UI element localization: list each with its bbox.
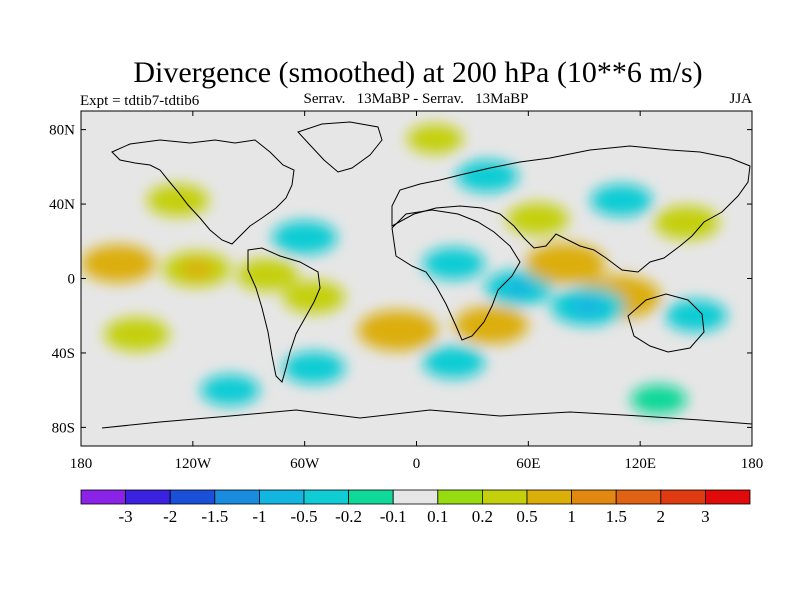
divergence-blob-17: [654, 205, 720, 240]
x-tick-label-2: 60W: [290, 456, 320, 472]
divergence-blob-3: [104, 317, 170, 352]
experiment-label: Expt = tdtib7-tdtib6: [80, 93, 200, 109]
colorbar-box-9: [481, 489, 528, 505]
colorbar-box-0: [80, 489, 126, 505]
divergence-blob-13: [506, 202, 569, 236]
y-tick-label-0: 80N: [49, 123, 75, 139]
x-tick-label-4: 60E: [516, 456, 540, 472]
colorbar-box-6: [348, 489, 394, 505]
divergence-core-8: [379, 320, 416, 341]
divergence-blob-7: [282, 351, 345, 385]
colorbar: -3 -2 -1.5 -1 -0.5 -0.2 -0.1 0.1 0.2 0.5 1 1.5 2 3: [80, 489, 751, 526]
colorbar-label-13: 3: [701, 507, 710, 526]
coastline-australia: [627, 293, 705, 353]
divergence-core-12: [503, 279, 535, 297]
colorbar-label-9: 0.5: [516, 507, 537, 526]
x-tick-label-5: 120E: [624, 456, 656, 472]
colorbar-label-6: -0.1: [380, 507, 407, 526]
y-tick-label-3: 40S: [52, 346, 75, 362]
coastline-north-america: [111, 139, 295, 245]
x-tick-label-6: 180: [741, 456, 764, 472]
colorbar-label-1: -2: [163, 507, 177, 526]
divergence-core-1: [181, 260, 212, 278]
coastline-south-america: [247, 247, 321, 383]
divergence-blob-6: [282, 280, 345, 314]
y-tick-label-1: 40N: [49, 197, 75, 213]
colorbar-box-12: [615, 489, 662, 505]
divergence-core-9: [474, 315, 508, 335]
colorbar-box-4: [258, 489, 305, 505]
colorbar-box-7: [392, 489, 439, 505]
colorbar-label-3: -1: [252, 507, 266, 526]
divergence-blob-21: [630, 384, 687, 415]
divergence-core-16: [571, 296, 605, 316]
x-tick-label-1: 120W: [174, 456, 212, 472]
colorbar-label-11: 1.5: [606, 507, 627, 526]
coastline-eurasia: [391, 145, 751, 273]
colorbar-box-11: [571, 489, 617, 505]
colorbar-label-0: -3: [119, 507, 133, 526]
divergence-blob-11: [456, 159, 519, 193]
period-label: Serrav. 13MaBP - Serrav. 13MaBP: [304, 91, 529, 107]
colorbar-box-5: [303, 489, 349, 505]
colorbar-label-12: 2: [657, 507, 666, 526]
divergence-blob-23: [422, 346, 485, 379]
colorbar-box-13: [660, 489, 706, 505]
colorbar-box-14: [705, 489, 751, 505]
coastline-antarctica: [101, 409, 752, 429]
colorbar-box-10: [526, 489, 572, 505]
colorbar-label-10: 1: [567, 507, 576, 526]
colorbar-box-3: [214, 489, 260, 505]
colorbar-label-8: 0.2: [472, 507, 493, 526]
colorbar-box-8: [437, 489, 483, 505]
coastline-greenland: [297, 121, 383, 173]
divergence-blob-4: [272, 220, 338, 255]
y-tick-label-4: 80S: [52, 420, 75, 436]
coastline-africa: [391, 209, 521, 341]
divergence-blob-19: [590, 184, 653, 217]
map-plot-area: [81, 111, 752, 446]
divergence-core-0: [101, 254, 135, 274]
colorbar-label-5: -0.2: [335, 507, 362, 526]
colorbar-box-2: [169, 489, 216, 505]
divergence-blob-10: [422, 247, 485, 280]
season-label: JJA: [729, 91, 752, 107]
divergence-blob-2: [146, 184, 209, 217]
colorbar-label-2: -1.5: [201, 507, 228, 526]
divergence-field: [81, 124, 728, 415]
y-tick-label-2: 0: [68, 272, 76, 288]
divergence-blob-5: [236, 258, 299, 291]
colorbar-label-7: 0.1: [427, 507, 448, 526]
divergence-blob-22: [407, 124, 464, 154]
x-tick-label-3: 0: [413, 456, 421, 472]
axis-ticks: 180 120W 60W 0 60E 120E 180 80N 40N 0 40S 80S: [49, 111, 763, 472]
colorbar-label-4: -0.5: [291, 507, 318, 526]
divergence-blob-20: [200, 374, 260, 406]
divergence-blob-18: [665, 299, 728, 332]
colorbar-box-1: [125, 489, 171, 505]
x-tick-label-0: 180: [70, 456, 93, 472]
chart-title: Divergence (smoothed) at 200 hPa (10**6 …: [133, 56, 702, 89]
coastlines: [101, 121, 752, 429]
divergence-core-14: [547, 253, 584, 274]
